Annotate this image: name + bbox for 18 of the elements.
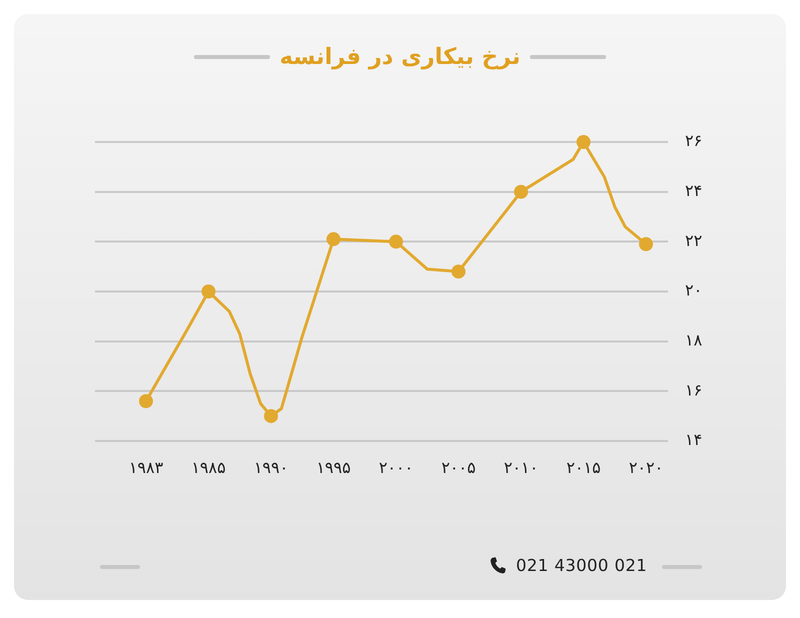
y-tick-label: ۲۲ bbox=[685, 230, 702, 250]
y-tick-label: ۱۴ bbox=[685, 430, 702, 450]
x-tick-label: ۲۰۱۰ bbox=[504, 458, 538, 477]
chart-title: نرخ بیکاری در فرانسه bbox=[280, 43, 520, 72]
text: 021 43000 021 bbox=[516, 556, 648, 574]
y-tick-label: ۱۸ bbox=[685, 330, 703, 350]
y-tick-label: ۱۶ bbox=[685, 380, 702, 400]
x-tick-label: ۱۹۸۵ bbox=[191, 458, 226, 477]
x-tick-label: ۱۹۹۰ bbox=[254, 458, 288, 477]
x-tick-label: ۲۰۰۵ bbox=[441, 458, 476, 477]
x-tick-label: ۲۰۱۵ bbox=[566, 458, 601, 477]
x-tick-label: ۱۹۹۵ bbox=[316, 458, 351, 477]
y-tick-label: ۲۰ bbox=[685, 280, 702, 300]
x-tick-label: ۲۰۲۰ bbox=[628, 458, 664, 477]
y-tick-label: ۲۴ bbox=[685, 180, 702, 200]
y-tick-label: ۲۶ bbox=[685, 131, 702, 150]
x-tick-label: ۲۰۰۰ bbox=[378, 458, 414, 477]
x-tick-label: ۱۹۸۳ bbox=[128, 458, 164, 477]
